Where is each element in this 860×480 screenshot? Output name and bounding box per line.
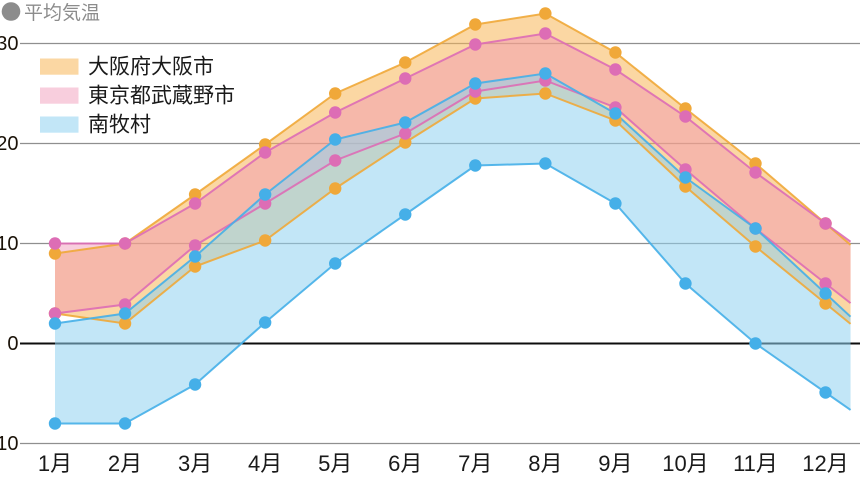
svg-text:9月: 9月 [598,451,632,476]
svg-text:1月: 1月 [38,451,72,476]
svg-text:3月: 3月 [178,451,212,476]
svg-text:2月: 2月 [108,451,142,476]
svg-text:平均気温: 平均気温 [24,2,100,24]
svg-text:20: 20 [0,133,19,155]
svg-text:12月: 12月 [802,451,848,476]
svg-text:0: 0 [7,333,18,355]
svg-text:4月: 4月 [248,451,282,476]
svg-text:10月: 10月 [662,451,708,476]
svg-text:11月: 11月 [733,451,778,476]
svg-text:7月: 7月 [458,451,492,476]
svg-text:5月: 5月 [318,451,352,476]
svg-text:30: 30 [0,33,19,55]
svg-text:8月: 8月 [528,451,562,476]
svg-text:-10: -10 [0,433,19,455]
svg-text:東京都武蔵野市: 東京都武蔵野市 [88,85,235,108]
svg-text:10: 10 [0,233,19,255]
svg-text:6月: 6月 [388,451,422,476]
svg-text:南牧村: 南牧村 [88,114,151,137]
svg-text:大阪府大阪市: 大阪府大阪市 [88,56,214,79]
